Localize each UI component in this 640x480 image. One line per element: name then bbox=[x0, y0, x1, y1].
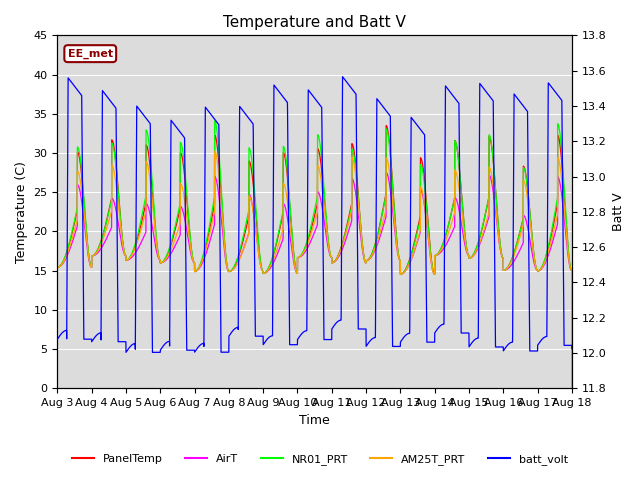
Y-axis label: Temperature (C): Temperature (C) bbox=[15, 161, 28, 263]
Y-axis label: Batt V: Batt V bbox=[612, 192, 625, 231]
Title: Temperature and Batt V: Temperature and Batt V bbox=[223, 15, 406, 30]
Text: EE_met: EE_met bbox=[68, 48, 113, 59]
Legend: PanelTemp, AirT, NR01_PRT, AM25T_PRT, batt_volt: PanelTemp, AirT, NR01_PRT, AM25T_PRT, ba… bbox=[68, 450, 572, 469]
X-axis label: Time: Time bbox=[300, 414, 330, 427]
